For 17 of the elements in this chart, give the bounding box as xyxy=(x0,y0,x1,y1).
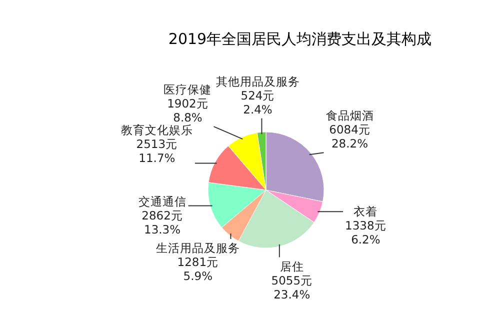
slice-label: 交通通信 xyxy=(138,194,186,208)
chart-title: 2019年全国居民人均消费支出及其构成 xyxy=(168,30,432,48)
data-label: 1902元 8.8% xyxy=(167,96,208,125)
slice-label: 教育文化娱乐 xyxy=(120,123,193,138)
data-label: 2513元 11.7% xyxy=(136,137,178,166)
slice-label: 居住 xyxy=(280,259,304,274)
slice-label: 生活用品及服务 xyxy=(156,241,240,256)
data-label: 524元 2.4% xyxy=(240,88,275,116)
data-label: 1281元 5.9% xyxy=(177,255,219,284)
data-label: 1338元 6.2% xyxy=(345,218,386,246)
slice-label: 衣着 xyxy=(354,204,378,218)
slice-label: 其他用品及服务 xyxy=(216,74,300,88)
slice-label: 医疗保健 xyxy=(164,82,212,97)
slice-label: 食品烟酒 xyxy=(326,108,374,123)
data-label: 6084元 28.2% xyxy=(329,122,370,151)
data-label: 5055元 23.4% xyxy=(271,273,313,302)
data-label: 2862元 13.3% xyxy=(142,208,183,236)
